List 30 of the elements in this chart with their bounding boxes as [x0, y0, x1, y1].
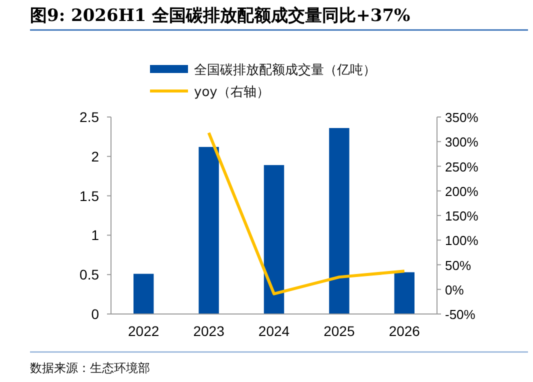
y-tick-label: 2: [91, 148, 100, 164]
bar: [329, 128, 350, 314]
y-tick-label: 0: [91, 306, 100, 322]
y-tick-label: 0.5: [80, 266, 100, 283]
x-tick-label: 2024: [258, 323, 290, 339]
bar: [264, 165, 284, 314]
y2-tick-label: 100%: [445, 233, 479, 248]
y2-tick-label: 250%: [445, 159, 479, 174]
bar: [198, 146, 219, 314]
y2-tick-label: 50%: [445, 258, 472, 273]
x-tick-label: 2025: [324, 323, 355, 339]
y-tick-label: 2.5: [80, 109, 100, 125]
source-note: 数据来源：生态环境部: [30, 361, 150, 375]
legend-label: 全国碳排放配额成交量（亿吨）: [194, 62, 376, 78]
y2-tick-label: 0%: [445, 282, 464, 298]
y2-tick-label: 200%: [445, 184, 479, 199]
y2-tick-label: 350%: [445, 110, 479, 125]
line-series: [207, 131, 406, 296]
bar: [394, 272, 415, 314]
bar: [133, 274, 154, 314]
x-tick-label: 2023: [193, 323, 225, 339]
y2-tick-label: 300%: [445, 134, 479, 150]
y-tick-label: 1: [91, 227, 100, 244]
x-tick-label: 2022: [128, 323, 160, 339]
y-tick-label: 1.5: [80, 188, 100, 204]
y2-tick-label: 150%: [445, 208, 479, 224]
y2-tick-label: -50%: [445, 307, 476, 322]
legend-label: yoy（右轴）: [194, 85, 270, 100]
x-tick-label: 2026: [388, 323, 420, 339]
chart-title: 图9: 2026H1 全国碳排放配额成交量同比+37%: [30, 6, 410, 26]
